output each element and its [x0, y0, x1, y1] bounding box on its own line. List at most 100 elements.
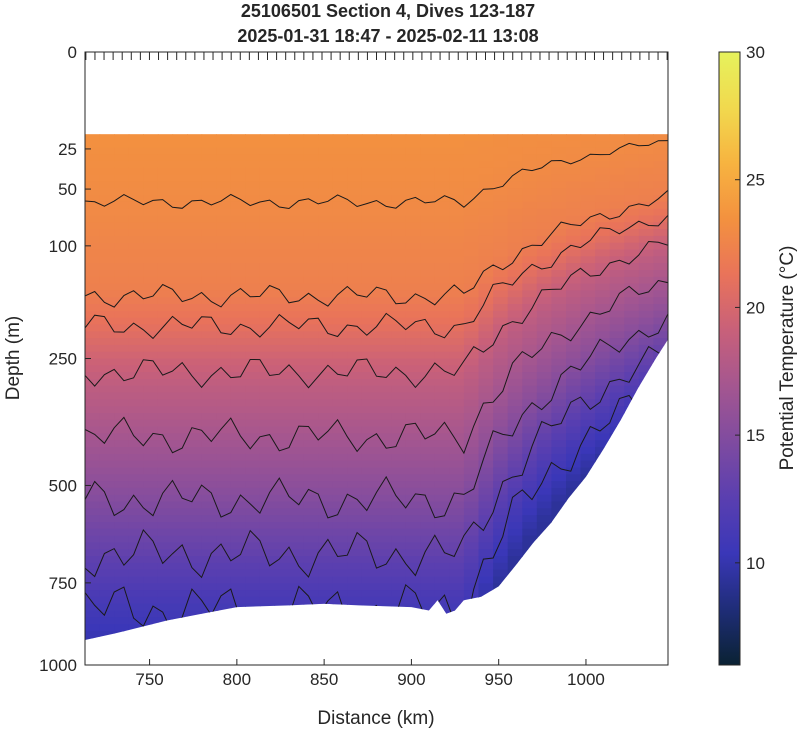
temperature-cell: [347, 365, 363, 373]
temperature-cell: [522, 222, 538, 230]
temperature-cell: [566, 188, 582, 196]
temperature-cell: [507, 229, 523, 237]
temperature-cell: [434, 562, 450, 571]
temperature-cell: [114, 365, 130, 373]
temperature-cell: [420, 562, 436, 571]
temperature-cell: [332, 535, 348, 543]
temperature-cell: [318, 181, 334, 189]
temperature-cell: [201, 276, 217, 285]
temperature-cell: [420, 535, 436, 543]
temperature-cell: [376, 276, 392, 285]
temperature-cell: [143, 515, 159, 523]
temperature-cell: [391, 508, 407, 516]
temperature-cell: [434, 167, 450, 176]
temperature-cell: [595, 372, 611, 380]
temperature-cell: [361, 270, 378, 278]
temperature-cell: [434, 494, 450, 503]
temperature-cell: [187, 290, 203, 298]
temperature-cell: [274, 378, 290, 387]
x-tick-label: 1000: [567, 670, 605, 689]
temperature-cell: [376, 338, 392, 346]
temperature-cell: [85, 283, 101, 291]
colorbar-tick-label: 20: [746, 298, 765, 317]
temperature-cell: [216, 440, 232, 448]
temperature-cell: [85, 304, 101, 312]
temperature-cell: [99, 290, 115, 298]
temperature-cell: [347, 351, 363, 360]
temperature-cell: [595, 154, 611, 162]
temperature-cell: [201, 596, 217, 605]
temperature-cell: [201, 453, 217, 462]
temperature-cell: [157, 167, 174, 176]
temperature-cell: [624, 290, 640, 298]
temperature-cell: [420, 542, 436, 550]
temperature-cell: [376, 215, 392, 223]
temperature-cell: [522, 201, 538, 210]
temperature-cell: [566, 195, 582, 203]
temperature-cell: [99, 522, 115, 530]
temperature-cell: [274, 501, 290, 509]
temperature-cell: [405, 222, 421, 230]
temperature-cell: [143, 378, 159, 387]
temperature-cell: [216, 208, 232, 217]
temperature-cell: [624, 188, 640, 196]
temperature-cell: [99, 467, 115, 475]
temperature-cell: [536, 208, 552, 217]
temperature-cell: [216, 229, 232, 237]
temperature-cell: [507, 419, 523, 428]
temperature-cell: [332, 283, 348, 291]
temperature-cell: [187, 310, 203, 319]
temperature-cell: [463, 283, 480, 291]
temperature-cell: [391, 556, 407, 564]
temperature-cell: [216, 487, 232, 496]
temperature-cell: [332, 181, 348, 189]
temperature-cell: [478, 494, 494, 503]
temperature-cell: [128, 174, 144, 182]
temperature-cell: [201, 188, 217, 196]
temperature-cell: [259, 426, 276, 434]
temperature-cell: [420, 596, 436, 605]
temperature-cell: [230, 467, 246, 475]
temperature-cell: [478, 161, 494, 169]
temperature-cell: [274, 467, 290, 475]
temperature-cell: [143, 174, 159, 182]
temperature-cell: [653, 161, 668, 169]
temperature-cell: [566, 474, 582, 482]
temperature-cell: [274, 263, 290, 271]
temperature-cell: [157, 569, 174, 577]
temperature-cell: [259, 385, 276, 394]
temperature-cell: [493, 215, 509, 223]
temperature-cell: [245, 324, 261, 332]
temperature-cell: [318, 283, 334, 291]
temperature-cell: [405, 508, 421, 516]
temperature-cell: [391, 188, 407, 196]
temperature-cell: [493, 344, 509, 353]
temperature-cell: [420, 310, 436, 319]
temperature-cell: [99, 372, 115, 380]
temperature-cell: [157, 378, 174, 387]
temperature-cell: [478, 331, 494, 339]
temperature-cell: [85, 617, 101, 625]
temperature-cell: [143, 542, 159, 550]
temperature-cell: [580, 154, 596, 162]
temperature-cell: [405, 406, 421, 414]
temperature-cell: [289, 201, 305, 210]
temperature-cell: [99, 569, 115, 577]
temperature-cell: [216, 603, 232, 612]
temperature-cell: [85, 522, 101, 530]
temperature-cell: [114, 542, 130, 550]
temperature-cell: [551, 317, 567, 325]
temperature-cell: [638, 365, 654, 373]
temperature-cell: [522, 344, 538, 353]
temperature-cell: [493, 263, 509, 271]
temperature-cell: [493, 208, 509, 217]
temperature-cell: [85, 208, 101, 217]
temperature-cell: [303, 235, 319, 244]
temperature-cell: [332, 385, 348, 394]
temperature-cell: [128, 344, 144, 353]
temperature-cell: [85, 358, 101, 366]
temperature-cell: [128, 154, 144, 162]
temperature-cell: [332, 372, 348, 380]
temperature-cell: [216, 263, 232, 271]
temperature-cell: [638, 174, 654, 182]
